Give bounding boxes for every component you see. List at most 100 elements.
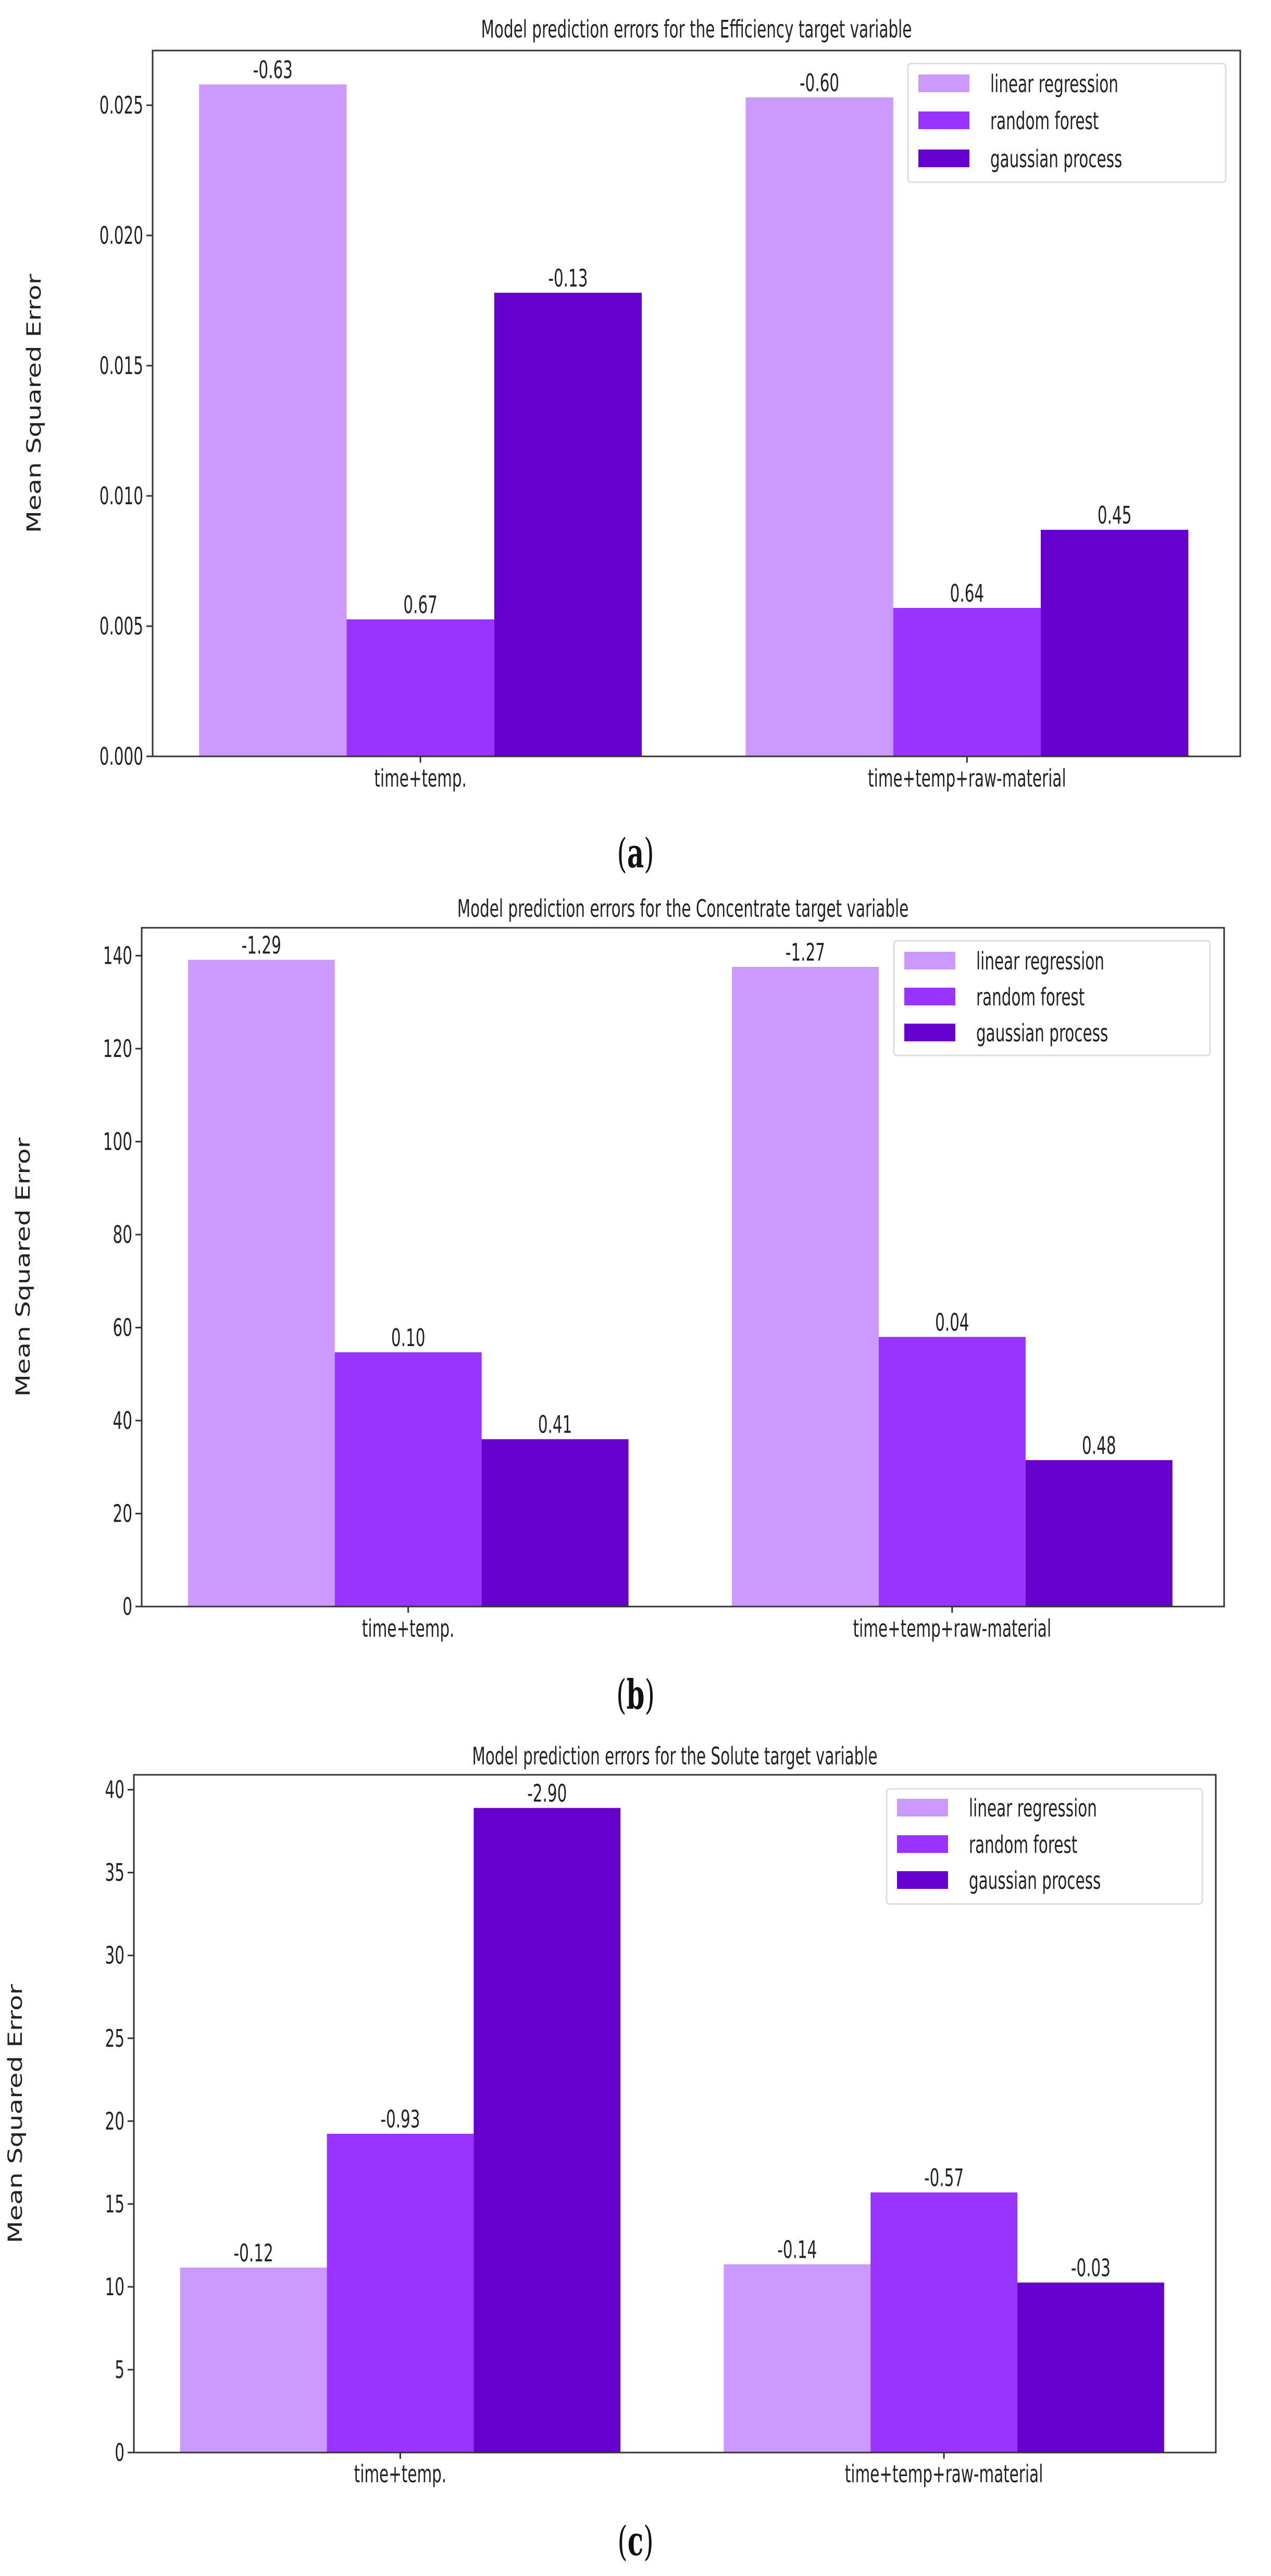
bar-random-forest <box>327 2133 474 2453</box>
caption-paren: ( <box>617 830 627 878</box>
bar-value-label: 0.04 <box>935 1309 969 1337</box>
y-tick-label: 0.025 <box>99 92 143 120</box>
y-axis-label: Mean Squared Error <box>23 273 45 533</box>
bar-value-label: -0.14 <box>777 2236 817 2264</box>
chart-title: Model prediction errors for the Concentr… <box>457 895 909 923</box>
y-tick-label: 40 <box>113 1407 132 1435</box>
legend-label: linear regression <box>969 1795 1097 1823</box>
y-tick-label: 20 <box>105 2108 124 2136</box>
legend-swatch <box>904 988 955 1005</box>
x-tick-label: time+temp. <box>354 2460 447 2488</box>
legend-label: linear regression <box>990 70 1118 98</box>
bar-value-label: 0.41 <box>538 1411 572 1439</box>
legend-swatch <box>918 150 969 167</box>
bar-value-label: -2.90 <box>527 1780 567 1808</box>
legend: linear regression random forest gaussian p… <box>893 940 1211 1056</box>
y-tick-label: 0.000 <box>99 743 143 771</box>
legend-swatch <box>918 111 969 129</box>
bar-value-label: -0.60 <box>800 69 839 97</box>
y-axis-label: Mean Squared Error <box>4 1984 27 2244</box>
bar-random-forest <box>893 608 1041 756</box>
bar-random-forest <box>878 1337 1026 1607</box>
legend-swatch <box>897 1871 948 1889</box>
panel-caption: (c) <box>617 2518 653 2566</box>
y-tick-label: 0 <box>122 1593 132 1621</box>
chart-panel-c: Model prediction errors for the Solute t… <box>4 1743 1217 2566</box>
panel-caption: (a) <box>617 830 654 878</box>
bar-linear-regression <box>745 97 893 756</box>
y-tick-label: 40 <box>105 1776 124 1805</box>
chart-title: Model prediction errors for the Solute t… <box>472 1743 877 1771</box>
caption-paren: ( <box>616 1672 626 1719</box>
y-tick-label: 80 <box>113 1221 132 1249</box>
caption-letter: c <box>628 2518 643 2566</box>
y-tick-label: 25 <box>105 2025 124 2053</box>
x-tick-label: time+temp. <box>374 765 467 793</box>
caption-paren: ( <box>617 2518 627 2566</box>
caption-paren: ) <box>643 2518 653 2566</box>
legend-box <box>907 63 1227 183</box>
bar-linear-regression <box>199 84 347 756</box>
legend: linear regression random forest gaussian p… <box>907 63 1227 183</box>
legend-label: random forest <box>969 1831 1077 1859</box>
y-tick-label: 100 <box>103 1128 132 1156</box>
bar-random-forest <box>346 619 494 756</box>
bar-random-forest <box>334 1352 482 1607</box>
caption-paren: ) <box>644 830 654 878</box>
legend-swatch <box>904 1024 955 1041</box>
y-tick-label: 20 <box>113 1500 132 1528</box>
x-tick-label: time+temp+raw-material <box>853 1615 1052 1643</box>
bar-gaussian-process <box>481 1439 629 1607</box>
panel-caption: (b) <box>616 1672 655 1719</box>
y-tick-label: 140 <box>103 942 132 970</box>
y-tick-label: 10 <box>105 2273 124 2301</box>
bar-linear-regression <box>180 2268 327 2453</box>
legend-label: gaussian process <box>976 1019 1108 1048</box>
y-tick-label: 0 <box>115 2439 124 2467</box>
bar-value-label: -0.12 <box>234 2239 273 2268</box>
x-tick-label: time+temp+raw-material <box>868 765 1066 793</box>
x-tick-label: time+temp. <box>362 1615 455 1643</box>
y-tick-label: 5 <box>115 2356 124 2384</box>
bar-value-label: -0.93 <box>380 2106 420 2134</box>
legend-box <box>886 1788 1203 1905</box>
bar-value-label: -1.27 <box>786 939 825 967</box>
bar-gaussian-process <box>1025 1460 1173 1607</box>
chart-title: Model prediction errors for the Efficien… <box>481 16 912 44</box>
legend-swatch <box>897 1835 948 1853</box>
bar-value-label: 0.45 <box>1098 502 1132 530</box>
chart-panel-b: Model prediction errors for the Concentr… <box>12 895 1225 1719</box>
legend-label: gaussian process <box>990 145 1122 173</box>
bar-value-label: -1.29 <box>242 932 281 960</box>
legend-swatch <box>918 74 969 92</box>
y-tick-label: 0.005 <box>99 613 143 641</box>
caption-paren: ) <box>644 1672 654 1719</box>
axes-frame <box>141 927 1225 1608</box>
legend-label: random forest <box>976 984 1085 1012</box>
legend-swatch <box>904 952 955 969</box>
y-tick-label: 60 <box>113 1314 132 1342</box>
axes-frame <box>152 49 1241 757</box>
legend-label: linear regression <box>976 948 1104 976</box>
legend-label: gaussian process <box>969 1867 1101 1895</box>
y-tick-label: 0.010 <box>99 482 143 511</box>
bar-value-label: 0.48 <box>1082 1432 1116 1460</box>
bar-value-label: 0.64 <box>950 580 985 608</box>
y-tick-label: 0.015 <box>99 352 143 380</box>
y-tick-label: 30 <box>105 1942 124 1970</box>
bar-value-label: -0.57 <box>924 2164 964 2193</box>
bar-gaussian-process <box>1041 530 1189 756</box>
axes-frame <box>133 1774 1217 2454</box>
bar-value-label: -0.63 <box>253 56 293 84</box>
y-tick-label: 35 <box>105 1859 124 1887</box>
caption-letter: b <box>627 1672 645 1719</box>
chart-panel-a: Model prediction errors for the Efficien… <box>23 16 1241 878</box>
legend-label: random forest <box>990 107 1099 135</box>
y-tick-label: 120 <box>103 1035 132 1063</box>
bar-random-forest <box>870 2192 1018 2453</box>
bar-gaussian-process <box>1017 2282 1164 2453</box>
bar-value-label: 0.67 <box>403 591 438 619</box>
bar-gaussian-process <box>473 1808 621 2453</box>
caption-letter: a <box>627 830 644 878</box>
